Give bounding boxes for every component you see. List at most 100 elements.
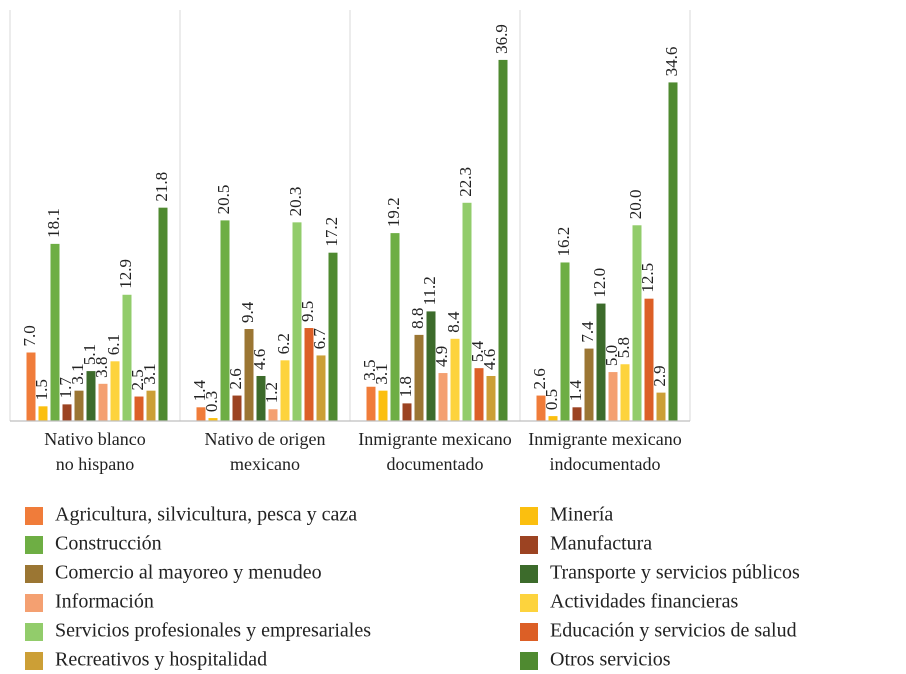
bar — [608, 372, 618, 421]
data-label: 1.4 — [190, 380, 209, 402]
bar — [572, 407, 582, 421]
bar — [158, 207, 168, 421]
data-label: 8.8 — [408, 308, 427, 329]
data-label: 5.0 — [602, 345, 621, 366]
bar — [402, 403, 412, 421]
bar — [450, 338, 460, 421]
legend-label: Comercio al mayoreo y menudeo — [55, 562, 322, 584]
legend-swatch — [25, 507, 43, 525]
legend-label: Otros servicios — [550, 649, 671, 671]
bar — [620, 364, 630, 421]
bar — [62, 404, 72, 421]
bar — [98, 383, 108, 421]
legend-label: Educación y servicios de salud — [550, 620, 797, 642]
data-label: 5.4 — [468, 340, 487, 362]
bar — [292, 222, 302, 421]
legend-label: Información — [55, 591, 154, 613]
legend-label: Recreativos y hospitalidad — [55, 649, 267, 671]
data-label: 1.7 — [56, 377, 75, 399]
data-label: 4.6 — [250, 349, 269, 370]
data-label: 1.2 — [262, 382, 281, 403]
bar — [244, 329, 254, 421]
bar — [196, 407, 206, 421]
bar — [584, 348, 594, 421]
legend-swatch — [25, 565, 43, 583]
data-label: 1.5 — [32, 379, 51, 400]
x-tick-label-line: documentado — [387, 454, 484, 474]
data-label: 7.0 — [20, 325, 39, 346]
bar — [26, 352, 36, 421]
data-label: 1.4 — [566, 380, 585, 402]
legend-label: Manufactura — [550, 533, 652, 555]
bar — [208, 418, 218, 421]
bar — [560, 262, 570, 421]
data-label: 16.2 — [554, 227, 573, 257]
bar — [462, 202, 472, 421]
data-label: 20.5 — [214, 185, 233, 215]
data-label: 17.2 — [322, 217, 341, 247]
data-label: 2.6 — [530, 368, 549, 389]
data-label: 4.9 — [432, 346, 451, 367]
data-label: 12.5 — [638, 263, 657, 293]
x-tick-label-line: indocumentado — [550, 454, 661, 474]
legend-swatch — [520, 536, 538, 554]
data-label: 12.0 — [590, 268, 609, 298]
x-tick-label-line: Inmigrante mexicano — [528, 429, 681, 449]
bar — [316, 355, 326, 421]
data-label: 6.1 — [104, 334, 123, 355]
bar — [268, 409, 278, 421]
bar — [232, 395, 242, 421]
x-tick-label: Nativo blanco no hispano — [44, 429, 145, 474]
bar — [50, 243, 60, 421]
bar — [486, 375, 496, 421]
data-label: 21.8 — [152, 172, 171, 202]
legend-label: Servicios profesionales y empresariales — [55, 620, 371, 642]
data-label: 9.4 — [238, 301, 257, 323]
data-label: 2.6 — [226, 368, 245, 389]
x-tick-label-line: mexicano — [230, 454, 300, 474]
bar — [474, 368, 484, 421]
legend-swatch — [520, 565, 538, 583]
bar — [86, 371, 96, 421]
x-tick-label: Inmigrante mexicano indocumentado — [528, 429, 681, 474]
data-label: 5.8 — [614, 337, 633, 358]
bar — [378, 390, 388, 421]
legend-swatch — [25, 652, 43, 670]
bar — [632, 225, 642, 421]
bar — [498, 59, 508, 422]
data-label: 36.9 — [492, 24, 511, 54]
legend-label: Transporte y servicios públicos — [550, 562, 800, 584]
data-label: 5.1 — [80, 344, 99, 365]
data-label: 2.5 — [128, 369, 147, 390]
legend-swatch — [520, 507, 538, 525]
data-label: 12.9 — [116, 259, 135, 289]
data-label: 0.5 — [542, 389, 561, 410]
bar — [366, 386, 376, 421]
data-label: 1.8 — [396, 376, 415, 397]
x-tick-label: Nativo de origen mexicano — [205, 429, 326, 474]
bar — [110, 361, 120, 421]
x-tick-label-line: no hispano — [56, 454, 135, 474]
legend-swatch — [520, 623, 538, 641]
bar — [146, 390, 156, 421]
bar — [280, 360, 290, 421]
bar — [536, 395, 546, 421]
bar — [656, 392, 666, 421]
data-label: 19.2 — [384, 197, 403, 227]
legend-swatch — [25, 623, 43, 641]
x-tick-label-line: Nativo blanco — [44, 429, 145, 449]
bar — [74, 390, 84, 421]
data-label: 4.6 — [480, 349, 499, 370]
data-label: 3.1 — [140, 363, 159, 384]
x-tick-label-line: Inmigrante mexicano — [358, 429, 511, 449]
data-label: 34.6 — [662, 47, 681, 77]
bar — [122, 294, 132, 421]
data-label: 8.4 — [444, 311, 463, 333]
bar — [426, 311, 436, 421]
data-label: 18.1 — [44, 208, 63, 238]
bar — [414, 334, 424, 421]
bar — [548, 416, 558, 421]
data-label: 6.2 — [274, 333, 293, 354]
data-label: 2.9 — [650, 365, 669, 386]
